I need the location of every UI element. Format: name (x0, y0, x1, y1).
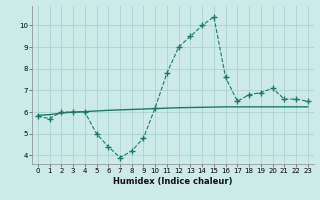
X-axis label: Humidex (Indice chaleur): Humidex (Indice chaleur) (113, 177, 233, 186)
